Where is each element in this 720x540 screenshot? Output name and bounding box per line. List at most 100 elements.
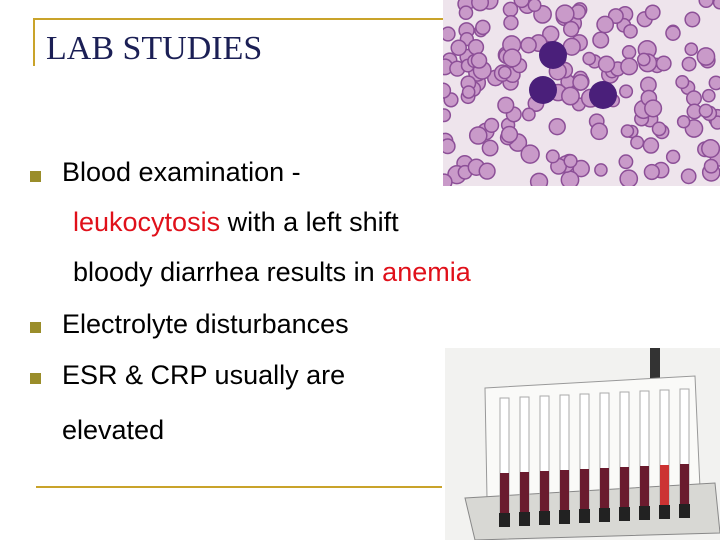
bullet-marker bbox=[30, 171, 41, 182]
image-detail bbox=[675, 75, 690, 90]
image-detail bbox=[619, 84, 634, 99]
image-detail bbox=[539, 41, 567, 69]
emphasis: leukocytosis bbox=[73, 207, 221, 237]
image-detail bbox=[644, 4, 661, 21]
image-detail bbox=[443, 108, 452, 123]
image-detail bbox=[560, 470, 569, 515]
image-detail bbox=[502, 48, 522, 68]
image-detail bbox=[681, 56, 697, 72]
image-detail bbox=[562, 20, 580, 38]
bullet-text: elevated bbox=[62, 415, 165, 445]
image-detail bbox=[621, 44, 637, 60]
image-detail bbox=[582, 51, 596, 66]
image-detail bbox=[561, 86, 580, 106]
image-detail bbox=[471, 0, 490, 12]
bullet-marker bbox=[30, 322, 41, 333]
image-detail bbox=[696, 47, 716, 66]
image-detail bbox=[643, 163, 660, 181]
image-detail bbox=[684, 11, 701, 28]
image-detail bbox=[559, 510, 570, 524]
image-detail bbox=[520, 144, 540, 164]
image-detail bbox=[592, 31, 610, 49]
image-detail bbox=[503, 14, 519, 31]
image-detail bbox=[660, 465, 669, 510]
image-detail bbox=[560, 170, 580, 186]
image-detail bbox=[640, 466, 649, 511]
emphasis: anemia bbox=[382, 257, 471, 287]
image-detail bbox=[467, 38, 485, 56]
image-detail bbox=[620, 124, 635, 138]
image-detail bbox=[665, 25, 681, 41]
image-detail bbox=[500, 125, 519, 144]
image-detail bbox=[655, 55, 672, 72]
image-detail bbox=[443, 82, 452, 99]
image-detail bbox=[701, 139, 720, 159]
image-detail bbox=[483, 117, 500, 134]
image-detail bbox=[443, 138, 456, 155]
image-detail bbox=[450, 39, 467, 57]
image-detail bbox=[597, 55, 616, 73]
image-detail bbox=[497, 65, 512, 80]
image-detail bbox=[679, 504, 690, 518]
image-detail bbox=[520, 472, 529, 517]
image-detail bbox=[545, 149, 560, 164]
image-detail bbox=[499, 513, 510, 527]
image-detail bbox=[481, 139, 499, 157]
image-detail bbox=[642, 137, 660, 154]
image-detail bbox=[443, 173, 453, 186]
image-detail bbox=[680, 464, 689, 509]
image-detail bbox=[579, 509, 590, 523]
image-detail bbox=[684, 42, 699, 57]
image-detail bbox=[468, 126, 488, 145]
image-detail bbox=[590, 122, 608, 141]
bullet-text: Electrolyte disturbances bbox=[62, 309, 349, 339]
image-detail bbox=[676, 114, 691, 129]
image-detail bbox=[461, 85, 476, 99]
image-detail bbox=[521, 107, 536, 122]
frame-line bbox=[33, 18, 443, 20]
image-detail bbox=[651, 121, 667, 137]
image-detail bbox=[698, 103, 714, 118]
image-detail bbox=[619, 169, 639, 186]
image-detail bbox=[563, 153, 578, 169]
image-detail bbox=[639, 506, 650, 520]
image-detail bbox=[572, 74, 590, 91]
image-detail bbox=[620, 467, 629, 512]
image-detail bbox=[555, 4, 575, 24]
image-detail bbox=[470, 52, 488, 69]
image-detail bbox=[519, 512, 530, 526]
image-detail bbox=[599, 508, 610, 522]
frame-line bbox=[33, 18, 35, 66]
image-detail bbox=[708, 75, 720, 91]
image-detail bbox=[701, 88, 716, 103]
text: bloody diarrhea results in bbox=[73, 257, 383, 287]
image-detail bbox=[703, 158, 719, 174]
image-detail bbox=[594, 163, 608, 177]
image-detail bbox=[644, 99, 663, 118]
text: with a left shift bbox=[220, 207, 399, 237]
bullet-marker bbox=[30, 373, 41, 384]
image-detail bbox=[513, 0, 530, 9]
image-detail bbox=[619, 507, 630, 521]
image-detail bbox=[600, 468, 609, 513]
slide-title: LAB STUDIES bbox=[46, 30, 263, 67]
image-detail bbox=[665, 149, 681, 165]
image-detail bbox=[478, 162, 496, 180]
image-detail bbox=[685, 90, 702, 107]
image-detail bbox=[680, 168, 697, 185]
image-detail bbox=[539, 511, 550, 525]
image-detail bbox=[475, 19, 491, 36]
image-detail bbox=[618, 154, 634, 170]
esr-rack-image bbox=[445, 348, 720, 540]
bullet-text: Blood examination - bbox=[62, 157, 301, 187]
image-detail bbox=[540, 471, 549, 516]
image-detail bbox=[520, 36, 537, 54]
image-detail bbox=[659, 505, 670, 519]
image-detail bbox=[636, 52, 651, 67]
image-detail bbox=[620, 57, 639, 76]
image-detail bbox=[548, 117, 566, 136]
image-detail bbox=[497, 96, 515, 114]
image-detail bbox=[698, 0, 714, 9]
image-detail bbox=[580, 469, 589, 514]
